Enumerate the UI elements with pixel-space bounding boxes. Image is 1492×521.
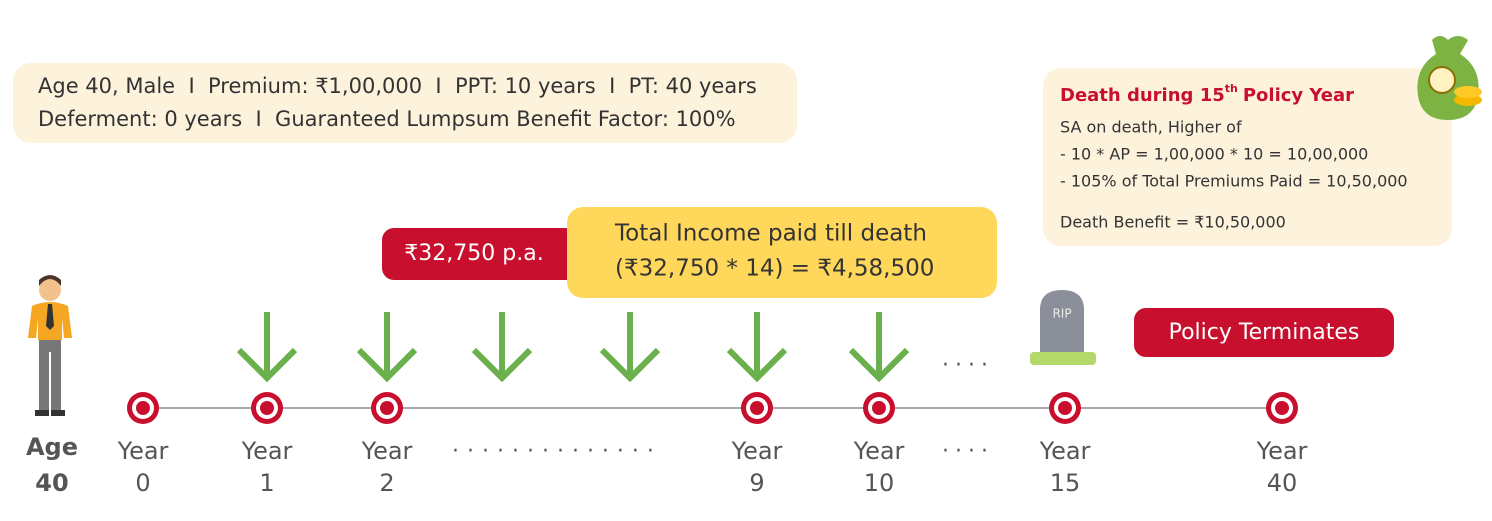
dots: ····	[942, 353, 994, 378]
total-income-line: Total Income paid till death	[614, 221, 927, 247]
income-tag-text: ₹32,750 p.a.	[404, 241, 543, 266]
info-line: Age 40, Male I Premium: ₹1,00,000 I PPT:…	[38, 74, 757, 98]
timeline-marker-dot	[872, 401, 886, 415]
year-number: 10	[864, 469, 895, 497]
death-line: SA on death, Higher of	[1060, 118, 1242, 137]
death-line: - 10 * AP = 1,00,000 * 10 = 10,00,000	[1060, 145, 1368, 164]
year-number: 40	[1267, 469, 1298, 497]
death-title-part: Policy Year	[1243, 85, 1354, 106]
person-label: Age	[26, 433, 78, 461]
info-box	[13, 63, 797, 143]
death-benefit: Death Benefit = ₹10,50,000	[1060, 213, 1286, 232]
terminates-tag	[1134, 308, 1394, 357]
death-title-part: Death during 15	[1060, 85, 1225, 106]
arrow	[236, 312, 298, 383]
terminates-text: Policy Terminates	[1169, 320, 1360, 345]
year-label: Year	[117, 437, 169, 465]
person-icon	[28, 275, 72, 416]
death-box	[1043, 68, 1452, 246]
arrow	[848, 312, 910, 383]
year-label: Year	[1039, 437, 1091, 465]
person-age: 40	[35, 469, 68, 497]
year-number: 15	[1050, 469, 1081, 497]
info-line: Deferment: 0 years I Guaranteed Lumpsum …	[38, 107, 736, 131]
grave-icon: RIP	[1030, 290, 1096, 365]
arrow	[599, 312, 661, 383]
arrow	[356, 312, 418, 383]
timeline-marker-dot	[260, 401, 274, 415]
year-number: 0	[135, 469, 150, 497]
timeline-marker-dot	[380, 401, 394, 415]
income-tag	[382, 228, 582, 280]
year-number: 9	[749, 469, 764, 497]
grave-text: RIP	[1052, 307, 1071, 321]
total-income-box	[567, 207, 997, 298]
year-number: 1	[259, 469, 274, 497]
death-title: Death during 15th Policy Year	[1060, 82, 1354, 106]
year-label: Year	[853, 437, 905, 465]
timeline-marker-dot	[136, 401, 150, 415]
year-label: Year	[361, 437, 413, 465]
dots: ····	[942, 439, 994, 464]
year-label: Year	[731, 437, 783, 465]
money-bag-icon	[1417, 36, 1482, 120]
arrow	[726, 312, 788, 383]
death-line: - 105% of Total Premiums Paid = 10,50,00…	[1060, 172, 1408, 191]
dots: ··············	[452, 439, 662, 464]
arrow	[471, 312, 533, 383]
year-label: Year	[1256, 437, 1308, 465]
timeline-marker-dot	[1058, 401, 1072, 415]
death-title-sup: th	[1225, 82, 1238, 95]
timeline-marker-dot	[750, 401, 764, 415]
timeline-marker-dot	[1275, 401, 1289, 415]
year-label: Year	[241, 437, 293, 465]
arrows	[236, 312, 910, 383]
total-income-line: (₹32,750 * 14) = ₹4,58,500	[615, 256, 934, 282]
year-number: 2	[379, 469, 394, 497]
